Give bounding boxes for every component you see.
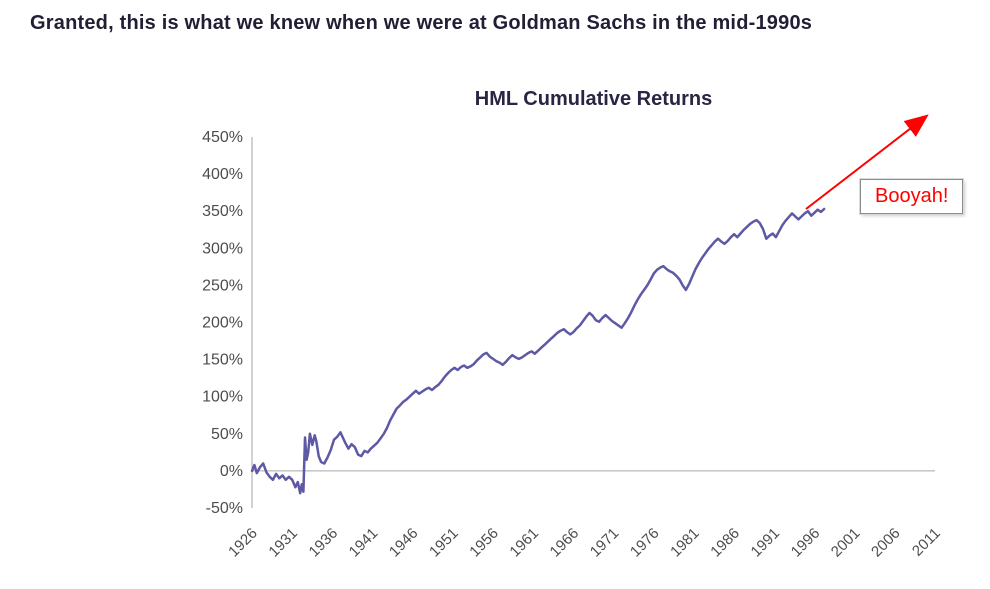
y-tick-label: 200%	[202, 315, 243, 332]
x-tick-label: 2006	[868, 525, 904, 561]
x-tick-label: 1986	[707, 525, 743, 561]
x-tick-label: 2001	[828, 525, 864, 561]
booyah-arrow	[805, 114, 929, 210]
x-tick-label: 2011	[909, 525, 944, 560]
chart-axes	[251, 137, 935, 508]
booyah-arrow-line	[805, 114, 929, 210]
y-tick-label: 300%	[202, 240, 243, 257]
booyah-annotation: Booyah!	[858, 178, 965, 215]
y-tick-label: -50%	[206, 500, 243, 517]
y-tick-label: 350%	[202, 203, 243, 220]
x-tick-label: 1976	[627, 525, 663, 561]
x-tick-label: 1981	[667, 525, 703, 561]
chart-tick-labels: 450% 400% 350% 300% 250% 200% 150% 100% 50% 0% -50…	[202, 129, 944, 560]
y-tick-label: 450%	[202, 129, 243, 146]
x-tick-label: 1991	[748, 525, 784, 561]
x-tick-label: 1971	[587, 525, 623, 561]
x-tick-label: 1956	[466, 525, 502, 561]
x-tick-label: 1941	[346, 525, 382, 561]
x-tick-label: 1936	[306, 525, 342, 561]
chart-series	[250, 207, 826, 495]
x-tick-label: 1996	[788, 525, 824, 561]
y-tick-label: 100%	[202, 389, 243, 406]
y-tick-label: 250%	[202, 277, 243, 294]
x-tick-label: 1926	[225, 525, 261, 561]
x-tick-label: 1961	[506, 525, 542, 561]
x-tick-label: 1946	[386, 525, 422, 561]
hml-line	[250, 207, 826, 495]
y-tick-label: 0%	[220, 463, 243, 480]
y-tick-label: 150%	[202, 352, 243, 369]
y-tick-label: 50%	[211, 426, 243, 443]
chart-title: HML Cumulative Returns	[474, 88, 713, 110]
x-tick-label: 1966	[547, 525, 583, 561]
y-tick-label: 400%	[202, 166, 243, 183]
x-tick-label: 1951	[426, 525, 462, 561]
x-tick-label: 1931	[265, 525, 301, 561]
page-title: Granted, this is what we knew when we we…	[30, 12, 813, 34]
